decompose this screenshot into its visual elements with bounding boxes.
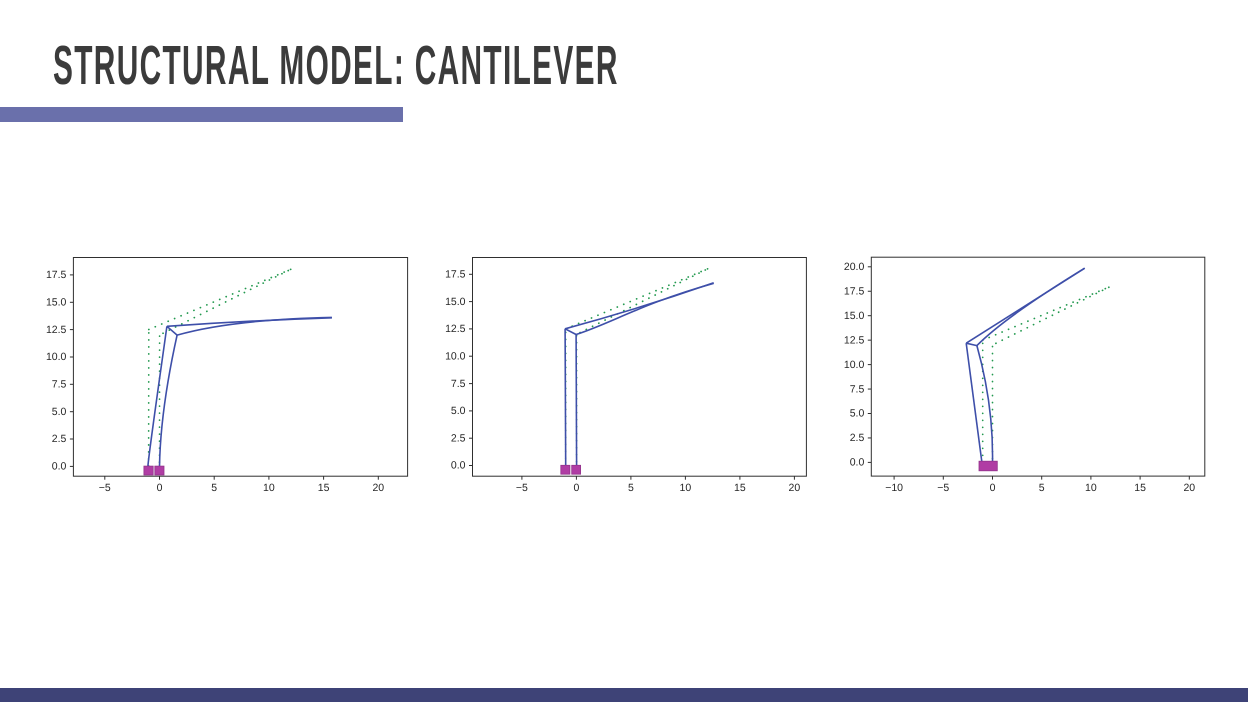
svg-text:17.5: 17.5 [445, 269, 466, 281]
svg-text:17.5: 17.5 [844, 285, 865, 297]
svg-text:15.0: 15.0 [445, 296, 466, 308]
svg-text:2.5: 2.5 [52, 433, 67, 445]
svg-text:20: 20 [789, 482, 801, 494]
svg-text:20.0: 20.0 [844, 261, 865, 273]
svg-text:0.0: 0.0 [52, 461, 67, 473]
svg-text:0: 0 [157, 482, 163, 494]
svg-text:5: 5 [628, 482, 634, 494]
svg-text:2.5: 2.5 [451, 432, 466, 444]
svg-text:7.5: 7.5 [451, 378, 466, 390]
svg-text:10.0: 10.0 [46, 351, 67, 363]
svg-text:−10: −10 [885, 482, 903, 494]
svg-text:7.5: 7.5 [850, 383, 865, 395]
svg-text:20: 20 [372, 482, 384, 494]
svg-text:2.5: 2.5 [850, 432, 865, 444]
svg-text:15: 15 [734, 482, 746, 494]
svg-text:20: 20 [1183, 482, 1195, 494]
svg-text:12.5: 12.5 [844, 334, 865, 346]
svg-text:−5: −5 [516, 482, 528, 494]
svg-text:10: 10 [1085, 482, 1097, 494]
svg-text:0.0: 0.0 [451, 460, 466, 472]
svg-text:10.0: 10.0 [844, 359, 865, 371]
svg-text:5.0: 5.0 [52, 406, 67, 418]
svg-text:−5: −5 [937, 482, 949, 494]
svg-text:5.0: 5.0 [451, 405, 466, 417]
svg-text:0: 0 [990, 482, 996, 494]
svg-text:15.0: 15.0 [844, 310, 865, 322]
svg-text:15.0: 15.0 [46, 297, 67, 309]
svg-text:12.5: 12.5 [445, 323, 466, 335]
svg-text:7.5: 7.5 [52, 379, 67, 391]
svg-text:0.0: 0.0 [850, 457, 865, 469]
svg-text:5: 5 [211, 482, 217, 494]
svg-text:10.0: 10.0 [445, 350, 466, 362]
svg-text:12.5: 12.5 [46, 324, 67, 336]
svg-text:−5: −5 [99, 482, 111, 494]
svg-text:10: 10 [263, 482, 275, 494]
svg-text:10: 10 [680, 482, 692, 494]
svg-text:17.5: 17.5 [46, 269, 67, 281]
svg-text:15: 15 [318, 482, 330, 494]
svg-text:5: 5 [1039, 482, 1045, 494]
svg-text:5.0: 5.0 [850, 408, 865, 420]
svg-text:15: 15 [1134, 482, 1146, 494]
svg-text:0: 0 [573, 482, 579, 494]
